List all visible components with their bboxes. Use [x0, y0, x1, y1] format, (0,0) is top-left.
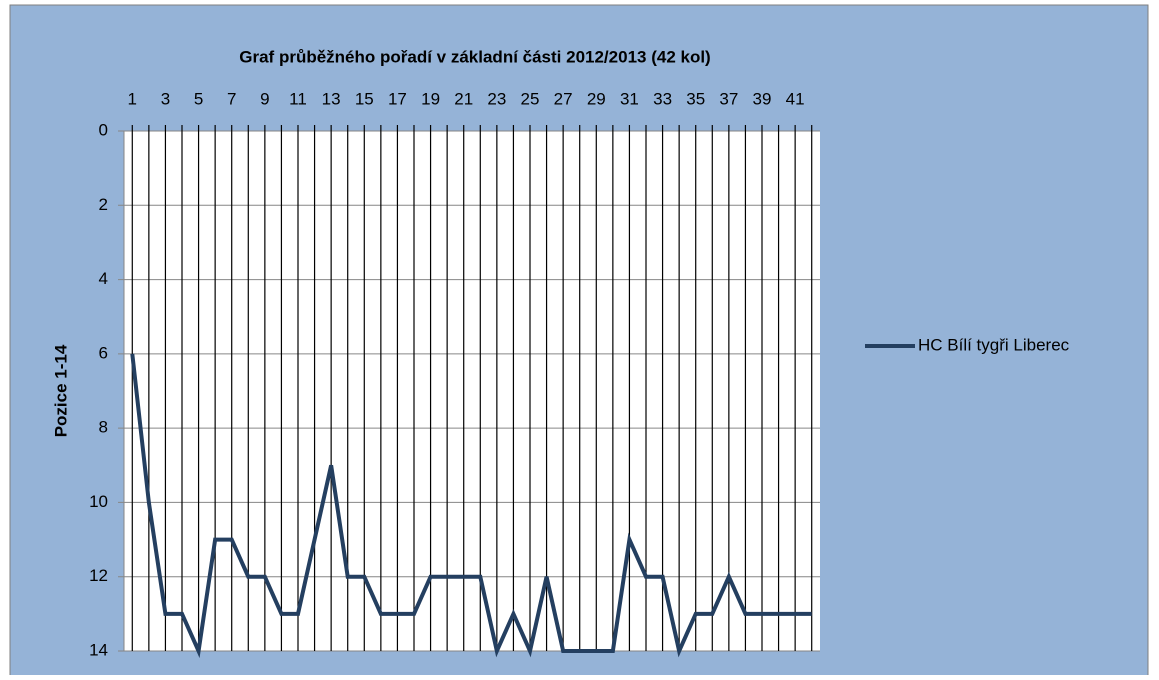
y-axis-label: Pozice 1-14: [51, 344, 70, 437]
x-tick-label: 17: [388, 89, 407, 108]
x-tick-label: 25: [521, 89, 540, 108]
x-tick-label: 21: [454, 89, 473, 108]
x-tick-label: 41: [786, 89, 805, 108]
x-tick-label: 39: [753, 89, 772, 108]
x-tick-label: 35: [686, 89, 705, 108]
chart-title: Graf průběžného pořadí v základní části …: [239, 47, 710, 66]
x-tick-label: 9: [260, 89, 269, 108]
y-tick-label: 12: [89, 566, 108, 585]
x-tick-label: 11: [289, 89, 307, 108]
x-tick-label: 23: [487, 89, 506, 108]
x-tick-label: 7: [227, 89, 236, 108]
y-tick-label: 4: [99, 269, 108, 288]
y-tick-label: 8: [99, 418, 108, 437]
plot-area: [124, 131, 820, 651]
y-tick-label: 2: [99, 195, 108, 214]
x-tick-label: 27: [554, 89, 573, 108]
x-tick-label: 37: [719, 89, 738, 108]
series-line: [130, 353, 812, 659]
x-tick-label: 19: [421, 89, 440, 108]
x-tick-label: 29: [587, 89, 606, 108]
y-tick-label: 6: [99, 343, 108, 362]
x-tick-label: 5: [194, 89, 203, 108]
x-tick-label: 33: [653, 89, 672, 108]
legend-label: HC Bílí tygři Liberec: [918, 335, 1070, 354]
y-tick-label: 0: [99, 120, 108, 139]
x-tick-label: 15: [355, 89, 374, 108]
y-tick-label: 14: [89, 640, 108, 659]
x-tick-label: 31: [620, 89, 639, 108]
x-tick-label: 13: [322, 89, 341, 108]
x-tick-label: 1: [128, 89, 137, 108]
x-tick-label: 3: [161, 89, 170, 108]
y-tick-label: 10: [89, 492, 108, 511]
